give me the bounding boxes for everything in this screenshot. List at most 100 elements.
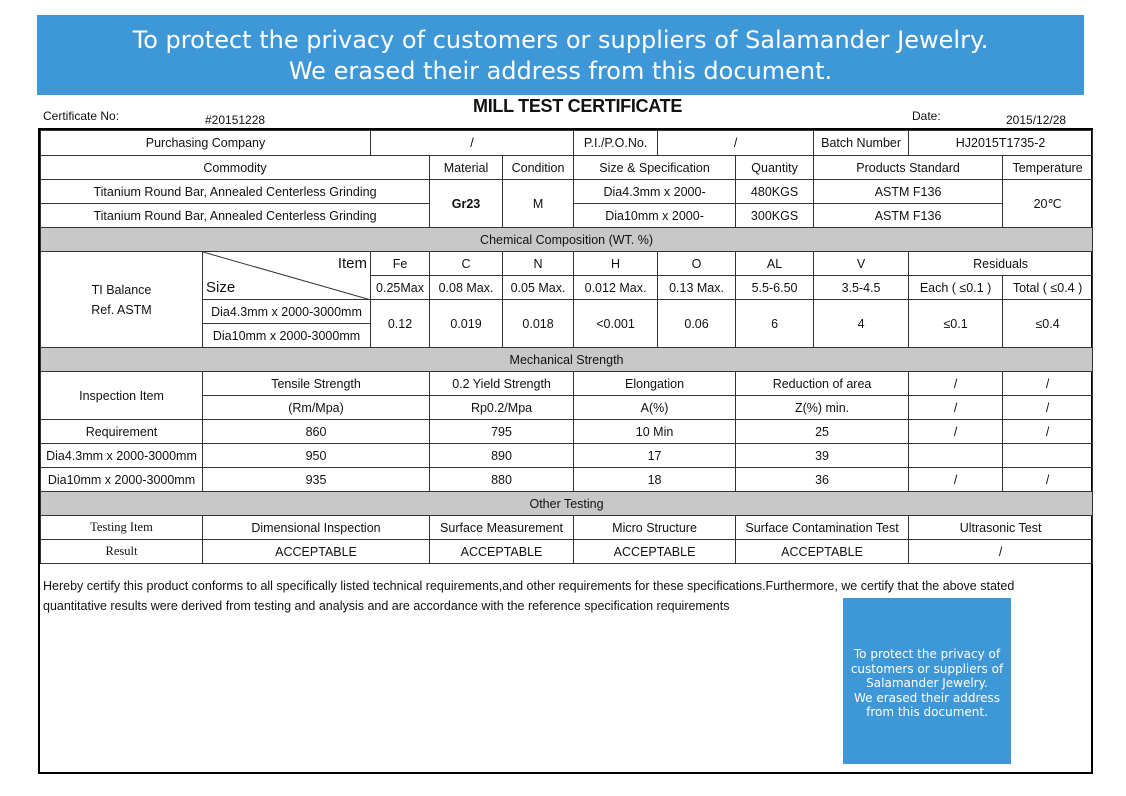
condition-value: M	[502, 179, 575, 228]
result-dimensional-inspection: ACCEPTABLE	[201, 539, 431, 564]
test-ultrasonic: Ultrasonic Test	[908, 515, 1094, 540]
blank-unit-2: /	[1002, 395, 1094, 420]
mechanical-row: Requirement 860 795 10 Min 25 / /	[40, 419, 1094, 444]
yield-value: 795	[429, 419, 575, 444]
ref-astm-label: Ref. ASTM	[91, 302, 152, 317]
residual-total-limit: Total ( ≤0.4 )	[1002, 275, 1094, 300]
result-fe: 0.12	[370, 299, 431, 348]
batch-number-value: HJ2015T1735-2	[908, 130, 1094, 156]
element-c: C	[429, 251, 504, 276]
size-spec-value: Dia10mm x 2000-	[573, 203, 737, 228]
blank-value-1	[908, 443, 1004, 468]
quantity-value: 480KGS	[735, 179, 815, 204]
chemical-section-title: Chemical Composition (WT. %)	[39, 227, 1094, 252]
mechanical-row-label: Requirement	[40, 419, 203, 444]
limit-o: 0.13 Max.	[657, 275, 737, 300]
date-value: 2015/12/28	[1006, 113, 1067, 127]
limit-fe: 0.25Max	[370, 275, 431, 300]
chemical-size-1: Dia4.3mm x 2000-3000mm	[201, 299, 372, 324]
result-v: 4	[813, 299, 910, 348]
commodity-name: Titanium Round Bar, Annealed Centerless …	[39, 203, 431, 228]
blank-value-1: /	[908, 419, 1004, 444]
item-size-diagonal-cell: Item Size	[201, 251, 372, 300]
mechanical-row: Dia4.3mm x 2000-3000mm 950 890 17 39	[40, 443, 1094, 468]
po-number-value: /	[657, 130, 815, 156]
reduction-value: 36	[735, 467, 910, 492]
temperature-header: Temperature	[1002, 155, 1094, 180]
result-label: Result	[40, 539, 203, 564]
elongation-value: 17	[573, 443, 737, 468]
result-surface-measurement: ACCEPTABLE	[429, 539, 575, 564]
certification-statement-line-2: quantitative results were derived from t…	[43, 599, 730, 613]
limit-h: 0.012 Max.	[573, 275, 659, 300]
banner-line-2: We erased their address from this docume…	[288, 57, 833, 85]
batch-number-label: Batch Number	[813, 130, 910, 156]
elongation-value: 18	[573, 467, 737, 492]
po-number-label: P.I./P.O.No.	[573, 130, 659, 156]
mechanical-section-row: Mechanical Strength	[39, 347, 1094, 372]
residuals-header: Residuals	[908, 251, 1094, 276]
mechanical-row-label: Dia4.3mm x 2000-3000mm	[40, 443, 203, 468]
temperature-value: 20℃	[1002, 179, 1094, 228]
privacy-note-line: Salamander Jewelry.	[866, 676, 988, 690]
limit-c: 0.08 Max.	[429, 275, 504, 300]
commodity-header-row: Commodity Material Condition Size & Spec…	[39, 155, 1094, 180]
quantity-header: Quantity	[735, 155, 815, 180]
condition-header: Condition	[502, 155, 575, 180]
mechanical-row: Dia10mm x 2000-3000mm 935 880 18 36 / /	[40, 467, 1094, 492]
commodity-row: Titanium Round Bar, Annealed Centerless …	[39, 179, 1094, 228]
privacy-banner: To protect the privacy of customers or s…	[37, 15, 1084, 95]
size-spec-value: Dia4.3mm x 2000-	[573, 179, 737, 204]
yield-value: 890	[429, 443, 575, 468]
size-label: Size	[206, 279, 236, 296]
result-ultrasonic: /	[908, 539, 1094, 564]
privacy-note-box: To protect the privacy of customers or s…	[843, 598, 1011, 764]
result-residual-total: ≤0.4	[1002, 299, 1094, 348]
element-o: O	[657, 251, 737, 276]
yield-strength-header: 0.2 Yield Strength	[429, 371, 575, 396]
tensile-unit: (Rm/Mpa)	[201, 395, 431, 420]
limit-n: 0.05 Max.	[502, 275, 575, 300]
certificate-table: Purchasing Company / P.I./P.O.No. / Batc…	[39, 130, 1094, 564]
purchasing-company-value: /	[370, 130, 575, 156]
products-standard-value: ASTM F136	[813, 203, 1004, 228]
privacy-note-line: from this document.	[866, 705, 988, 719]
blank-value-2: /	[1002, 467, 1094, 492]
commodity-name: Titanium Round Bar, Annealed Centerless …	[39, 179, 431, 204]
elongation-value: 10 Min	[573, 419, 737, 444]
reduction-value: 39	[735, 443, 910, 468]
inspection-item-label: Inspection Item	[40, 371, 203, 420]
mechanical-header-row: Inspection Item Tensile Strength 0.2 Yie…	[40, 371, 1094, 420]
test-surface-measurement: Surface Measurement	[429, 515, 575, 540]
element-h: H	[573, 251, 659, 276]
test-micro-structure: Micro Structure	[573, 515, 737, 540]
test-dimensional-inspection: Dimensional Inspection	[201, 515, 431, 540]
chemical-reference-cell: TI Balance Ref. ASTM	[40, 251, 203, 348]
tensile-value: 860	[201, 419, 431, 444]
privacy-note-line: customers or suppliers of	[850, 661, 1004, 676]
yield-value: 880	[429, 467, 575, 492]
privacy-note-line: To protect the privacy of	[853, 647, 1001, 661]
result-c: 0.019	[429, 299, 504, 348]
mechanical-section-title: Mechanical Strength	[39, 347, 1094, 372]
test-surface-contamination: Surface Contamination Test	[735, 515, 910, 540]
item-label: Item	[337, 255, 368, 272]
result-surface-contamination: ACCEPTABLE	[735, 539, 910, 564]
blank-header-2: /	[1002, 371, 1094, 396]
limit-al: 5.5-6.50	[735, 275, 815, 300]
tensile-strength-header: Tensile Strength	[201, 371, 431, 396]
other-testing-title: Other Testing	[39, 491, 1094, 516]
products-standard-header: Products Standard	[813, 155, 1004, 180]
privacy-note-line: We erased their address	[853, 690, 1000, 705]
mechanical-unit-row: (Rm/Mpa) Rp0.2/Mpa A(%) Z(%) min. / /	[41, 395, 1094, 420]
products-standard-value: ASTM F136	[813, 179, 1004, 204]
commodity-header: Commodity	[39, 155, 431, 180]
chemical-element-row: TI Balance Ref. ASTM Item Size Fe C N H …	[40, 251, 1094, 348]
element-al: AL	[735, 251, 815, 276]
elongation-header: Elongation	[573, 371, 737, 396]
chemical-result-row: Dia4.3mm x 2000-3000mm 0.12 0.019 0.018 …	[41, 299, 1094, 348]
chemical-size-2: Dia10mm x 2000-3000mm	[201, 323, 372, 348]
element-v: V	[813, 251, 910, 276]
blank-unit-1: /	[908, 395, 1004, 420]
blank-value-2: /	[1002, 419, 1094, 444]
